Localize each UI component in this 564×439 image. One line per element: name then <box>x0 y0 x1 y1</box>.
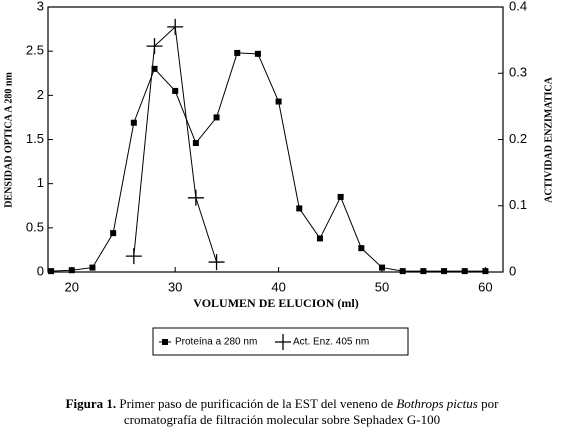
x-tick-label: 60 <box>478 279 492 294</box>
marker <box>316 235 323 242</box>
marker <box>358 245 365 252</box>
marker <box>213 114 220 121</box>
y-tick-label: 1 <box>37 175 44 190</box>
y-tick-label: 2 <box>37 87 44 102</box>
caption-text: por <box>481 396 499 411</box>
caption-line: cromatografía de filtración molecular so… <box>124 412 440 427</box>
caption-text: Primer paso de purificación de la EST de… <box>119 396 393 411</box>
marker <box>234 49 241 56</box>
marker <box>187 189 204 206</box>
marker <box>420 268 427 275</box>
marker <box>172 87 179 94</box>
y2-tick-label: 0 <box>509 263 516 278</box>
marker <box>110 230 117 237</box>
legend-label: Proteína a 280 nm <box>175 337 257 348</box>
marker <box>441 268 448 275</box>
marker <box>399 268 406 275</box>
series-line <box>51 52 486 272</box>
legend-label: Act. Enz. 405 nm <box>293 337 369 348</box>
marker <box>192 140 199 147</box>
marker <box>296 205 303 212</box>
marker <box>482 268 489 275</box>
marker <box>461 268 468 275</box>
y2-tick-label: 0.3 <box>509 65 527 80</box>
x-tick-label: 20 <box>65 279 79 294</box>
marker <box>130 119 137 126</box>
caption-species: Bothrops pictus <box>396 396 478 411</box>
y2-tick-label: 0.2 <box>509 131 527 146</box>
x-axis-title: VOLUMEN DE ELUCION (ml) <box>193 296 358 310</box>
y-tick-label: 3 <box>37 0 44 13</box>
marker <box>167 18 184 35</box>
marker <box>48 268 55 275</box>
marker <box>379 264 386 271</box>
caption: Figura 1. Primer paso de purificación de… <box>66 396 500 411</box>
plot-frame <box>47 6 504 273</box>
marker <box>275 98 282 105</box>
marker <box>89 264 96 271</box>
legend-marker <box>275 334 291 350</box>
x-tick-label: 40 <box>271 279 285 294</box>
legend-box <box>152 327 409 356</box>
y-axis-title: DENSIDAD OPTICA A 280 nm <box>3 72 14 208</box>
series-line <box>133 25 218 263</box>
y2-axis-title: ACTIVIDAD ENZIMATICA <box>543 76 554 202</box>
x-tick-label: 50 <box>375 279 389 294</box>
marker <box>68 267 75 274</box>
marker <box>146 38 163 55</box>
y2-tick-label: 0.4 <box>509 0 527 13</box>
y2-tick-label: 0.1 <box>509 197 527 212</box>
y-tick-label: 0 <box>37 263 44 278</box>
marker <box>125 248 142 265</box>
caption-label: Figura 1. <box>66 396 117 411</box>
y-tick-label: 0.5 <box>26 219 44 234</box>
marker <box>254 50 261 57</box>
x-tick-label: 30 <box>168 279 182 294</box>
marker <box>208 254 225 271</box>
y-tick-label: 1.5 <box>26 131 44 146</box>
marker <box>337 193 344 200</box>
legend-marker <box>162 339 168 345</box>
y-tick-label: 2.5 <box>26 43 44 58</box>
marker <box>151 65 158 72</box>
